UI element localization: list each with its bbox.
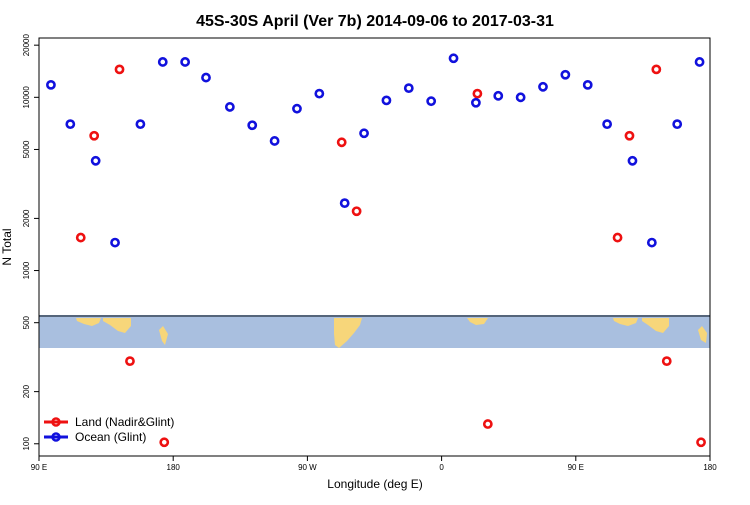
ocean-data-point (269, 136, 280, 146)
land-data-point (75, 232, 86, 243)
ocean-data-point (426, 96, 437, 107)
world-map-strip (39, 315, 710, 348)
land-data-point (159, 437, 170, 448)
axes: 90 E 180 90 W 0 90 E 180 100 200 500 1000 2000 5000… (22, 33, 717, 472)
ocean-data-point (627, 155, 638, 166)
y-tick-label: 20000 (22, 33, 31, 56)
land-data-point (114, 64, 125, 75)
ocean-data-point (135, 119, 146, 130)
legend-marker-ocean (51, 432, 61, 442)
australia-landmass-west (76, 318, 101, 326)
australia-landmass-east-repeat (642, 318, 669, 333)
land-data-point (125, 356, 135, 367)
ocean-data-point (403, 83, 414, 94)
legend: Land (Nadir&Glint) Ocean (Glint) (44, 415, 174, 444)
y-tick-label: 1000 (22, 261, 31, 279)
ocean-data-point (493, 90, 504, 101)
ocean-data-point (110, 237, 120, 248)
x-tick-label: 90 W (298, 463, 317, 472)
x-tick-label: 90 E (31, 463, 47, 472)
chart-title: 45S-30S April (Ver 7b) 2014-09-06 to 201… (196, 13, 554, 30)
ocean-data-point (694, 57, 705, 67)
australia-landmass-east (103, 318, 131, 333)
land-data-point (472, 88, 483, 99)
y-tick-label: 100 (22, 437, 31, 451)
ocean-data-point (180, 57, 191, 67)
x-tick-label: 0 (439, 463, 444, 472)
ocean-data-point (538, 81, 548, 92)
x-axis-title: Longitude (deg E) (327, 477, 422, 491)
land-data-point (651, 64, 662, 75)
map-ocean-band (39, 316, 710, 348)
land-data-point (482, 419, 493, 429)
y-tick-label: 200 (22, 384, 31, 398)
y-tick-label: 2000 (22, 209, 31, 227)
x-tick-label: 90 E (568, 463, 584, 472)
x-tick-label: 180 (167, 463, 181, 472)
ocean-data-point (65, 119, 76, 130)
ocean-data-point (470, 97, 481, 108)
ocean-data-point (339, 198, 350, 209)
south-america-landmass (334, 318, 362, 348)
data-points (46, 53, 706, 448)
ocean-data-point (201, 72, 211, 83)
ocean-data-point (672, 119, 683, 130)
land-data-point (612, 232, 623, 243)
ocean-data-point (582, 79, 593, 90)
y-tick-label: 10000 (22, 86, 31, 109)
ocean-data-point (157, 57, 168, 67)
africa-landmass (467, 318, 488, 325)
ocean-data-point (224, 102, 235, 112)
ocean-data-point (46, 79, 56, 90)
y-tick-label: 500 (22, 315, 31, 329)
australia-landmass-west-repeat (613, 318, 638, 326)
new-zealand-landmass-repeat (698, 326, 707, 343)
y-axis-title: N Total (0, 228, 14, 265)
ocean-data-point (381, 95, 392, 106)
ocean-data-point (560, 69, 571, 80)
land-data-point (696, 437, 706, 448)
ocean-data-point (292, 103, 302, 114)
ocean-data-point (314, 88, 325, 99)
ocean-data-point (359, 128, 369, 139)
ocean-data-point (247, 120, 258, 131)
legend-label-ocean: Ocean (Glint) (75, 430, 146, 444)
ocean-data-point (515, 92, 526, 103)
land-data-point (351, 206, 362, 217)
legend-label-land: Land (Nadir&Glint) (75, 415, 174, 429)
legend-marker-land (51, 417, 61, 427)
y-tick-label: 5000 (22, 140, 31, 158)
land-data-point (624, 130, 635, 141)
x-tick-label: 180 (703, 463, 717, 472)
land-data-point (661, 356, 672, 367)
ocean-data-point (90, 155, 101, 166)
land-data-point (89, 130, 100, 141)
ocean-data-point (646, 237, 657, 248)
land-data-point (336, 137, 347, 148)
new-zealand-landmass (159, 326, 168, 345)
ocean-data-point (448, 53, 459, 64)
ocean-data-point (602, 119, 613, 130)
plot-frame (38, 37, 711, 457)
